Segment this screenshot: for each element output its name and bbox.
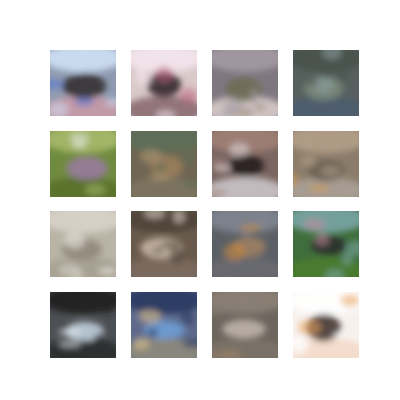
- generated-image-tile: [293, 211, 359, 277]
- generated-image-tile: [50, 130, 116, 197]
- tile-image: [212, 291, 278, 358]
- tile-image: [131, 50, 197, 116]
- tile-image: [50, 130, 116, 197]
- generated-image-tile: [293, 291, 359, 358]
- generated-image-tile: [212, 50, 278, 116]
- tile-image: [50, 291, 116, 358]
- generated-image-tile: [50, 291, 116, 358]
- tile-image: [293, 291, 359, 358]
- tile-image: [293, 211, 359, 277]
- generated-image-tile: [293, 50, 359, 116]
- generated-image-tile: [212, 211, 278, 277]
- tile-image: [50, 211, 116, 277]
- generated-image-tile: [131, 291, 197, 358]
- tile-image: [212, 130, 278, 197]
- tile-image: [131, 211, 197, 277]
- tile-image: [293, 50, 359, 116]
- generated-image-tile: [50, 50, 116, 116]
- generated-image-tile: [212, 291, 278, 358]
- generated-image-tile: [50, 211, 116, 277]
- generated-image-tile: [293, 130, 359, 197]
- tile-image: [131, 291, 197, 358]
- tile-image: [212, 50, 278, 116]
- tile-image: [131, 130, 197, 197]
- tile-image: [212, 211, 278, 277]
- generated-image-tile: [131, 50, 197, 116]
- generated-image-tile: [131, 130, 197, 197]
- image-grid: [50, 50, 360, 358]
- generated-image-tile: [131, 211, 197, 277]
- tile-image: [50, 50, 116, 116]
- generated-image-tile: [212, 130, 278, 197]
- tile-image: [293, 130, 359, 197]
